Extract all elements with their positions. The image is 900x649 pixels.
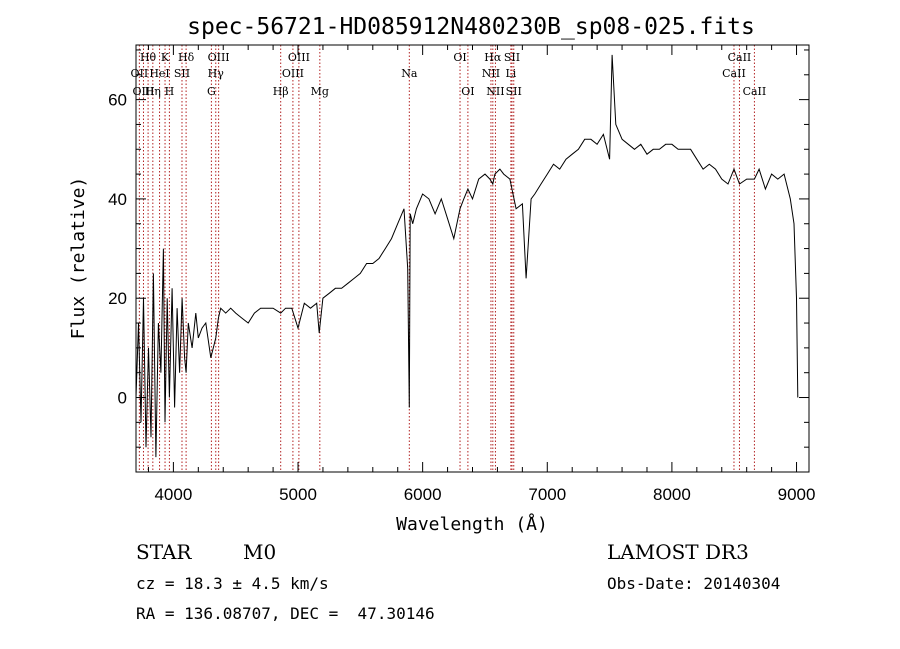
line-label-10: Hγ [208, 67, 225, 80]
object-subclass: M0 [243, 540, 276, 564]
y-tick-label-40: 40 [108, 190, 127, 209]
line-label-4: HeI [149, 67, 169, 80]
line-label-14: Hβ [273, 85, 289, 98]
line-label-24: SII [506, 85, 522, 98]
line-label-7: Hδ [178, 51, 195, 64]
line-label-1: OII [131, 67, 149, 80]
obs-date: Obs-Date: 20140304 [607, 574, 780, 593]
line-label-5: Hη [145, 85, 161, 98]
line-label-9: OIII [208, 51, 230, 64]
line-label-2: OIII [132, 85, 154, 98]
x-tick-label-9000: 9000 [778, 485, 816, 504]
line-label-19: Hα [484, 51, 502, 64]
line-label-18: OI [461, 85, 474, 98]
line-label-20: NII [482, 67, 500, 80]
x-tick-label-7000: 7000 [528, 485, 566, 504]
y-tick-label-0: 0 [118, 389, 127, 408]
line-label-22: SII [504, 51, 520, 64]
spectrum-series [135, 54, 799, 458]
line-label-13: OIII [282, 67, 304, 80]
line-labels: Hθ OII OIII K HeI Hη H Hδ SII OIII Hγ G OIII OIII Hβ Mg… [131, 51, 767, 98]
object-class: STAR [136, 540, 192, 564]
x-tick-label-8000: 8000 [653, 485, 691, 504]
line-label-17: OI [453, 51, 466, 64]
chart-title: spec-56721-HD085912N480230B_sp08-025.fit… [187, 14, 755, 40]
line-label-21: NII [486, 85, 504, 98]
x-tick-label-5000: 5000 [279, 485, 317, 504]
line-markers [138, 45, 755, 472]
line-label-12: OIII [288, 51, 310, 64]
line-label-6: H [165, 85, 175, 98]
line-label-16: Na [401, 67, 418, 80]
line-label-8: SII [174, 67, 190, 80]
x-tick-label-4000: 4000 [154, 485, 192, 504]
y-tick-label-20: 20 [108, 289, 127, 308]
plot-frame [135, 44, 810, 473]
coordinates: RA = 136.08707, DEC = 47.30146 [136, 604, 435, 623]
survey-name: LAMOST DR3 [607, 540, 749, 564]
x-tick-labels: 4000 5000 6000 7000 8000 9000 [154, 485, 815, 504]
line-label-15: Mg [311, 85, 329, 98]
line-label-11: G [207, 85, 216, 98]
line-label-23: Li [505, 67, 516, 80]
line-label-25: CaII [728, 51, 752, 64]
axis-ticks [136, 45, 809, 473]
line-label-3: K [161, 51, 170, 64]
line-label-0: Hθ [140, 51, 157, 64]
y-axis-label: Flux (relative) [68, 177, 89, 340]
redshift-text: cz = 18.3 ± 4.5 km/s [136, 574, 329, 593]
line-label-27: CaII [743, 85, 767, 98]
line-label-26: CaII [722, 67, 746, 80]
y-tick-label-60: 60 [108, 91, 127, 110]
x-axis-label: Wavelength (Å) [396, 513, 548, 535]
x-tick-label-6000: 6000 [404, 485, 442, 504]
spectrum-line [135, 54, 799, 458]
y-tick-labels: 0 20 40 60 [108, 91, 127, 408]
